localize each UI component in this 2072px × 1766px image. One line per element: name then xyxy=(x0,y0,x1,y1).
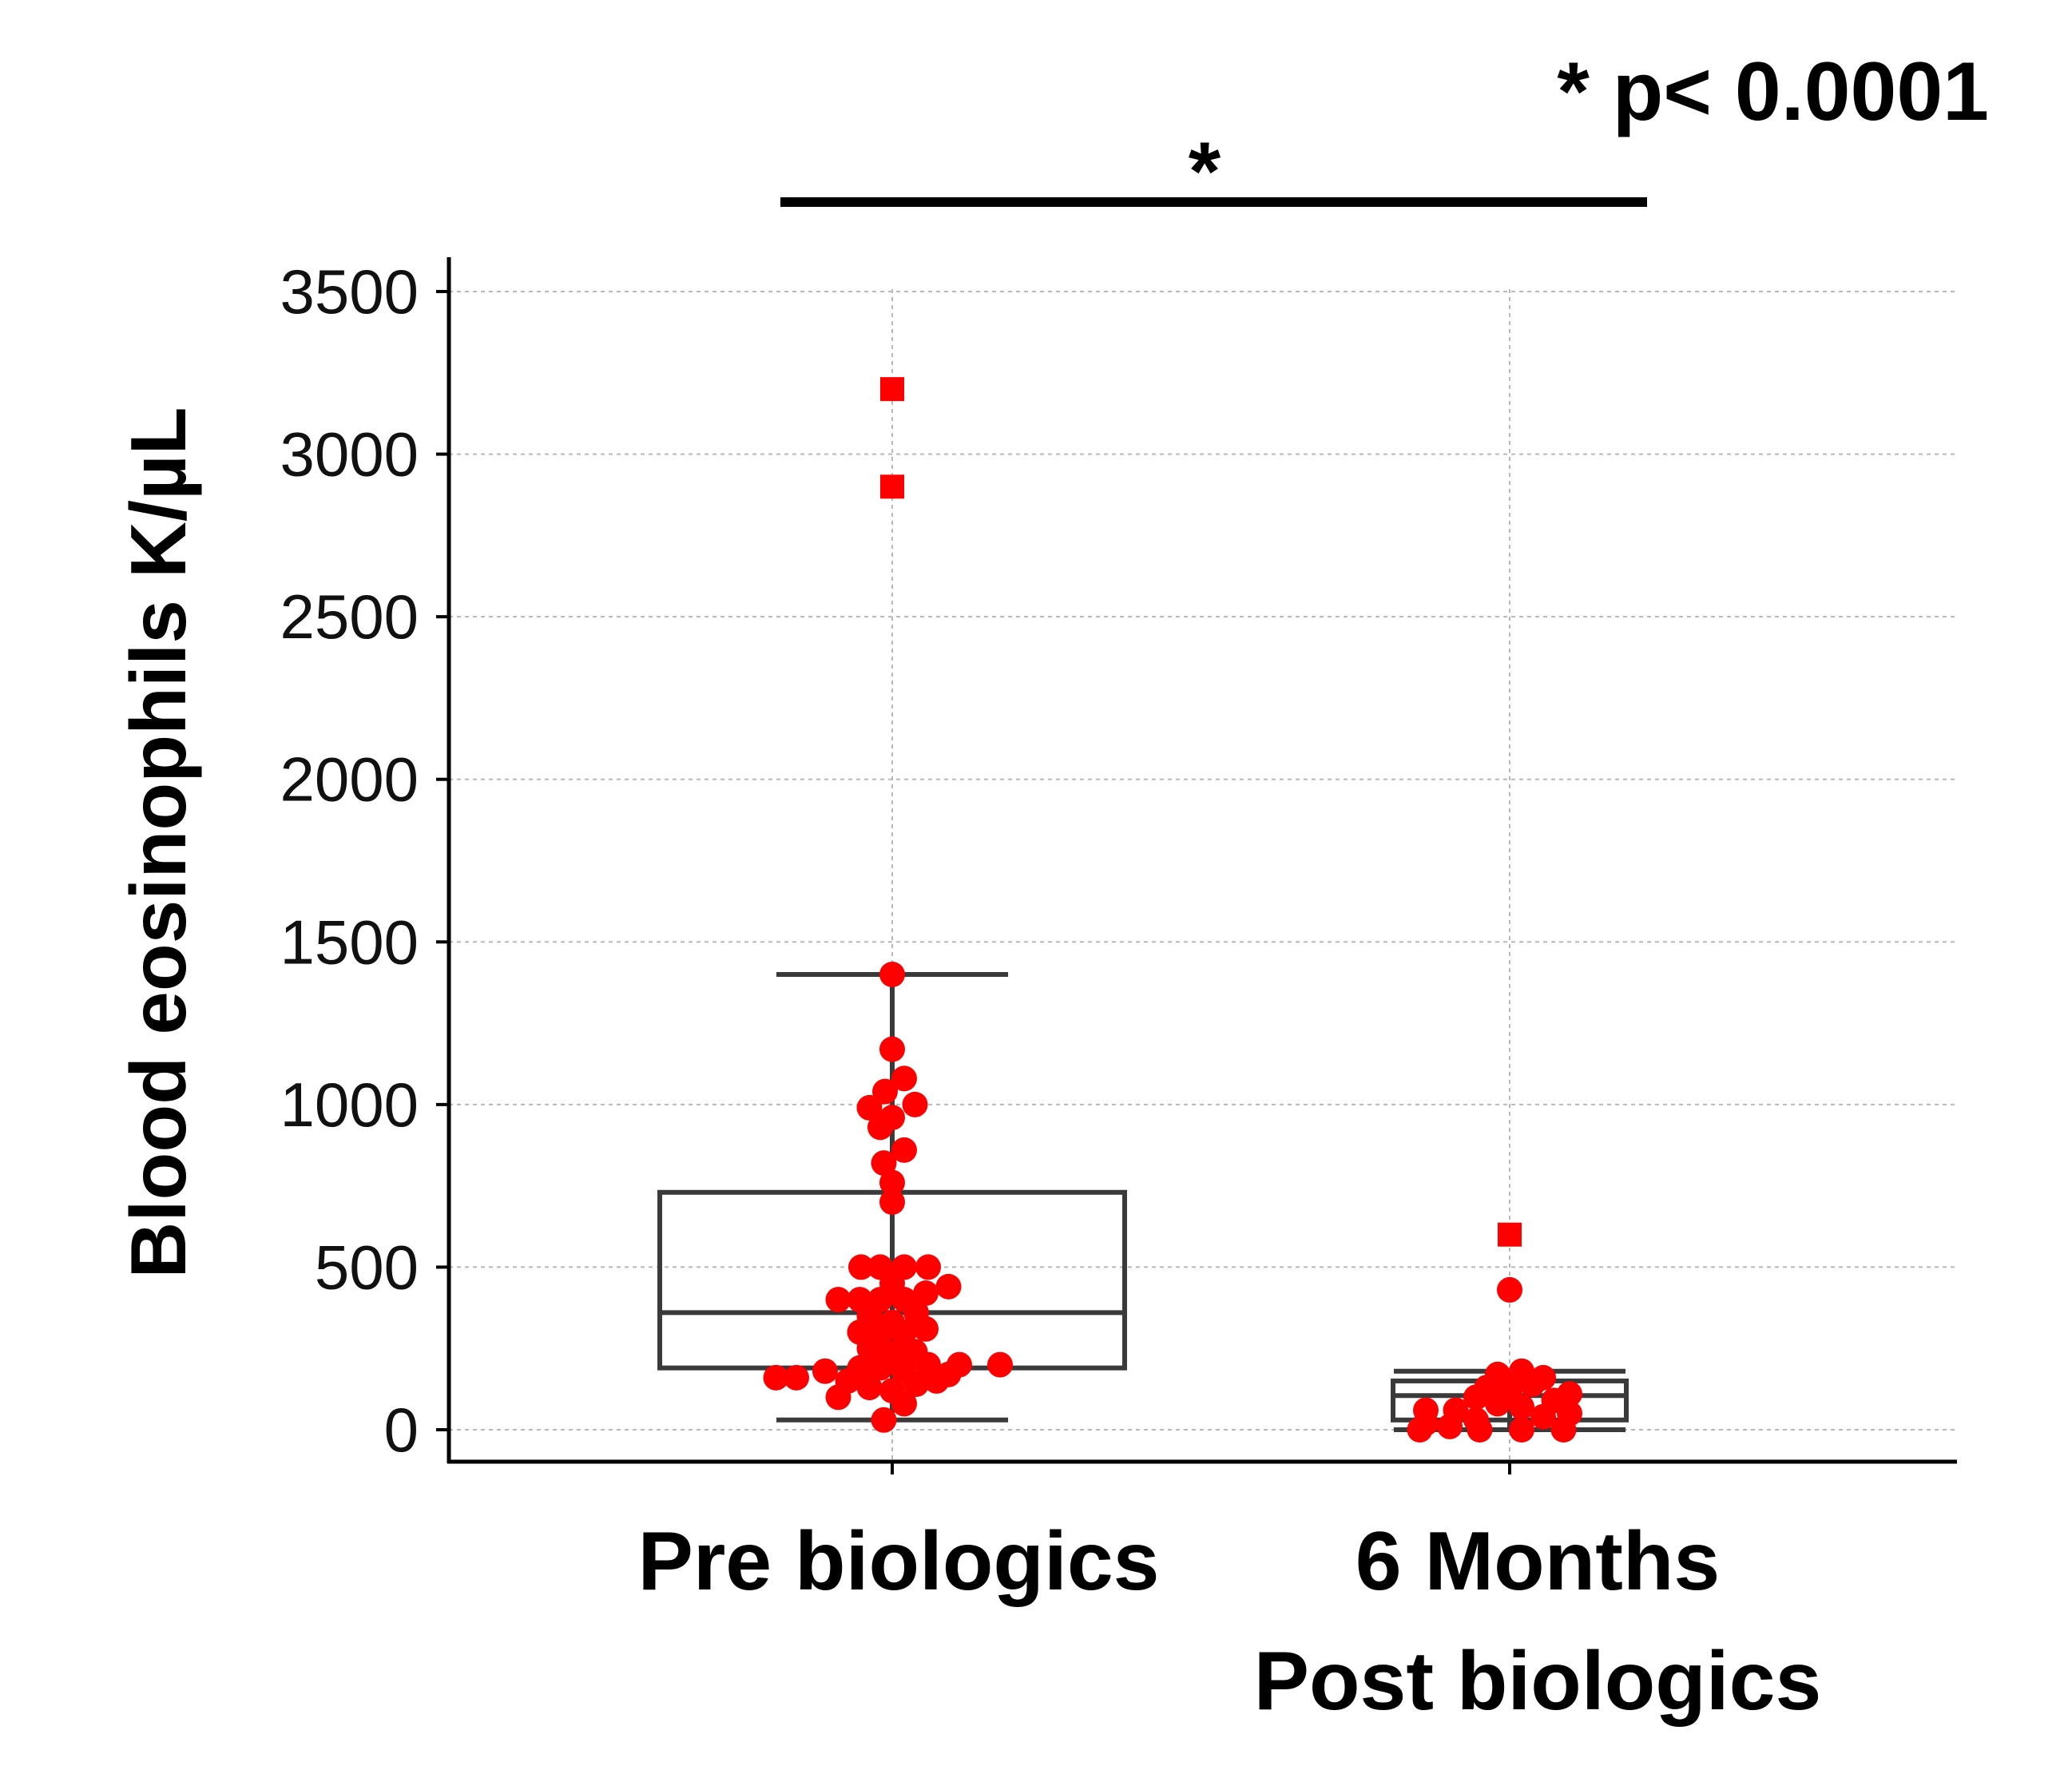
y-tick-label: 2000 xyxy=(280,744,419,815)
axes xyxy=(436,257,1957,1474)
data-point xyxy=(987,1351,1013,1378)
data-point xyxy=(1407,1417,1433,1443)
data-point xyxy=(1509,1394,1534,1420)
grid-lines xyxy=(449,289,1957,1462)
y-tick-label: 3000 xyxy=(280,419,419,490)
data-point xyxy=(784,1364,809,1391)
data-point xyxy=(856,1094,883,1121)
data-point xyxy=(1497,1276,1522,1303)
data-point xyxy=(903,1371,929,1397)
y-tick-label: 3500 xyxy=(280,256,419,327)
data-point xyxy=(891,1391,917,1417)
data-point xyxy=(879,1169,905,1196)
data-point xyxy=(825,1287,851,1313)
x-category-label-line2: Post biologics xyxy=(1254,1635,1822,1728)
data-point xyxy=(871,1150,897,1177)
data-point xyxy=(856,1335,883,1362)
data-point xyxy=(915,1254,941,1280)
data-point xyxy=(825,1384,851,1411)
y-tick-label: 500 xyxy=(315,1232,419,1302)
data-point xyxy=(923,1367,950,1394)
data-point xyxy=(913,1280,939,1306)
data-point xyxy=(1509,1417,1534,1443)
significance-marker: * xyxy=(1189,125,1221,218)
y-tick-label: 1500 xyxy=(280,907,419,977)
data-point xyxy=(879,1189,905,1215)
data-point xyxy=(913,1316,939,1342)
data-point xyxy=(1467,1417,1493,1443)
data-point xyxy=(879,962,905,987)
data-points xyxy=(763,377,1582,1443)
data-point xyxy=(872,1078,898,1105)
y-tick-label: 0 xyxy=(384,1395,419,1465)
outlier-point xyxy=(880,474,904,499)
labels: 0 500 1000 1500 2000 2500 3000 3500 Pre biologic… xyxy=(114,46,1989,1728)
data-point xyxy=(891,1066,917,1092)
data-point xyxy=(763,1364,789,1391)
box-layer xyxy=(657,972,1629,1432)
data-point xyxy=(1530,1403,1556,1430)
data-point xyxy=(891,1137,917,1163)
outlier-point xyxy=(1498,1222,1522,1247)
data-point xyxy=(1437,1413,1463,1439)
data-point xyxy=(871,1407,897,1433)
y-axis-label: Blood eosinophils K/µL xyxy=(114,407,202,1279)
data-point xyxy=(1463,1384,1489,1411)
data-point xyxy=(879,1036,905,1062)
data-point xyxy=(935,1273,962,1300)
data-point xyxy=(1550,1417,1577,1443)
y-tick-label: 2500 xyxy=(280,581,419,652)
data-point xyxy=(856,1375,883,1401)
x-category-label: 6 Months xyxy=(1356,1515,1720,1608)
data-point xyxy=(902,1091,928,1117)
y-tick-label: 1000 xyxy=(280,1070,419,1140)
outlier-point xyxy=(880,377,904,402)
data-point xyxy=(848,1254,874,1280)
data-point xyxy=(1519,1371,1546,1397)
x-category-label: Pre biologics xyxy=(637,1515,1159,1608)
p-value-annotation: * p< 0.0001 xyxy=(1557,46,1989,138)
data-point xyxy=(867,1355,893,1381)
data-point xyxy=(1485,1391,1510,1417)
data-point xyxy=(867,1114,893,1141)
data-point xyxy=(812,1358,838,1384)
